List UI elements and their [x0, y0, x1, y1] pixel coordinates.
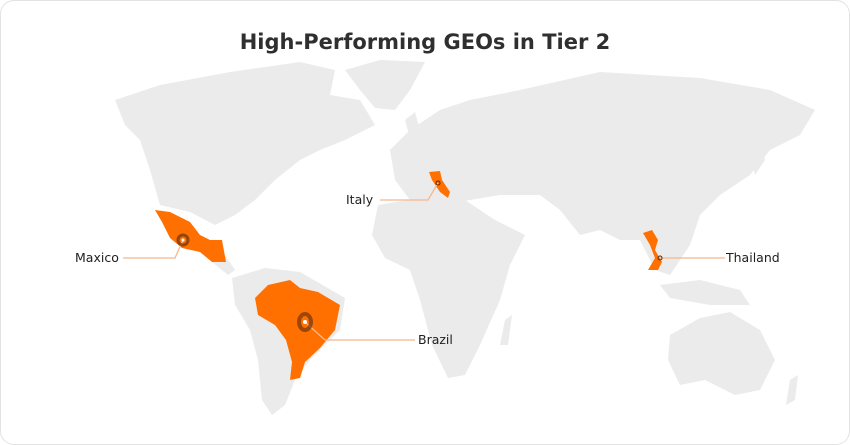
madagascar	[500, 315, 512, 345]
japan	[750, 140, 765, 175]
australia	[668, 312, 775, 395]
thailand-marker	[657, 255, 663, 261]
map-title: High-Performing GEOs in Tier 2	[239, 30, 611, 54]
italy-leader-line	[380, 182, 439, 201]
brazil-shape	[255, 280, 340, 380]
vietnam-shape	[643, 230, 662, 270]
mexico-marker	[176, 233, 190, 247]
marker-label-italy: Italy	[346, 192, 374, 207]
mexico-leader-line	[123, 239, 184, 259]
brazil-marker	[297, 312, 313, 332]
uk	[405, 112, 420, 138]
southeast-asia-islands	[660, 280, 750, 305]
italy-marker	[435, 180, 441, 186]
greenland	[345, 60, 425, 110]
marker-label-brazil: Brazil	[418, 332, 453, 347]
eurasia	[390, 72, 815, 275]
marker-label-mexico: Maxico	[75, 250, 119, 265]
brazil-leader-line	[304, 321, 415, 341]
markers	[176, 180, 663, 332]
new-zealand	[786, 375, 798, 405]
mexico-shape	[155, 210, 226, 262]
north-america	[115, 62, 375, 225]
africa	[372, 198, 525, 378]
marker-label-thailand: Thailand	[726, 250, 780, 265]
